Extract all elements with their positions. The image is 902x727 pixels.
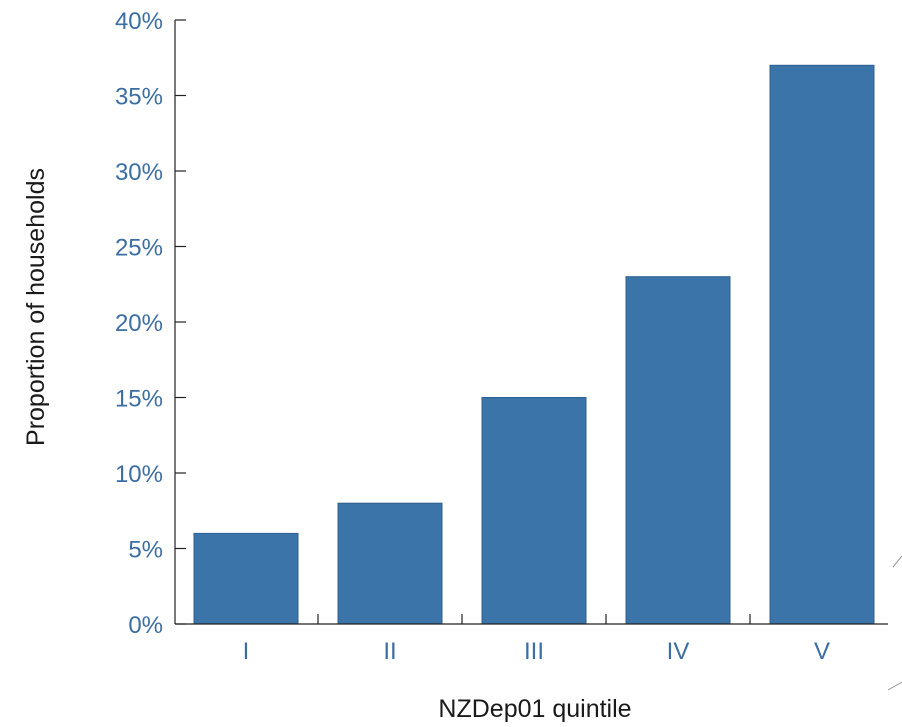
y-tick-label: 5% <box>128 537 163 564</box>
x-tick-label: III <box>524 638 544 665</box>
edge-mark-upper <box>892 555 902 568</box>
bars-group <box>193 64 875 625</box>
x-axis-ticks: I II III IV V <box>243 614 830 665</box>
x-tick-label: I <box>243 638 250 665</box>
x-tick-label: V <box>814 638 830 665</box>
y-axis-ticks: 0% 5% 10% 15% 20% 25% 30% 35% 40% <box>115 8 186 639</box>
y-axis-title: Proportion of households <box>22 168 50 446</box>
y-tick-label: 35% <box>115 84 163 111</box>
y-tick-label: 20% <box>115 310 163 337</box>
x-tick-label: II <box>383 638 396 665</box>
y-tick-label: 25% <box>115 235 163 262</box>
y-tick-label: 0% <box>128 612 163 639</box>
edge-mark-lower <box>887 681 902 691</box>
y-tick-label: 15% <box>115 386 163 413</box>
bar-III <box>481 397 587 625</box>
y-tick-label: 30% <box>115 159 163 186</box>
bar-IV <box>625 276 731 625</box>
y-tick-label: 10% <box>115 461 163 488</box>
x-tick-label: IV <box>667 638 690 665</box>
x-axis-title: NZDep01 quintile <box>438 695 631 723</box>
y-tick-label: 40% <box>115 8 163 35</box>
bar-V <box>769 64 875 625</box>
bar-I <box>193 532 299 625</box>
bar-II <box>337 502 443 625</box>
